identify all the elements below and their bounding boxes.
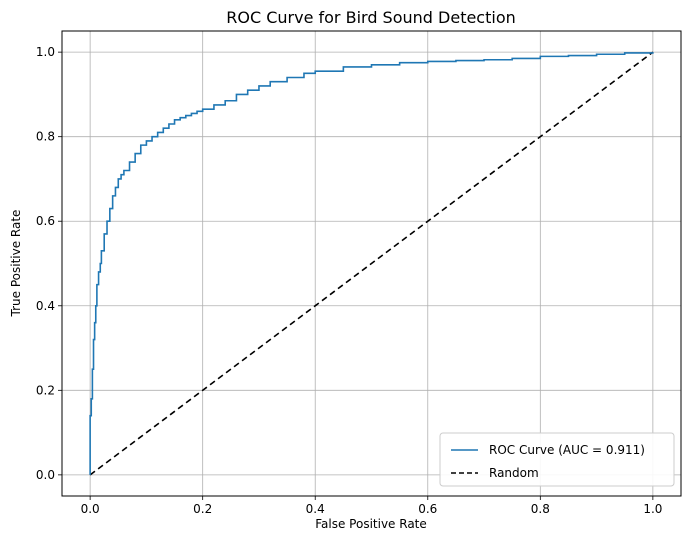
chart-title: ROC Curve for Bird Sound Detection: [226, 8, 516, 27]
x-tick-label: 0.8: [531, 502, 550, 516]
y-axis-ticks: 0.0 0.2 0.4 0.6 0.8 1.0: [36, 45, 62, 482]
legend-box: [439, 432, 675, 487]
plot-frame: [61, 30, 682, 497]
x-tick-label: 0.4: [306, 502, 325, 516]
y-tick-label: 0.8: [36, 130, 55, 144]
y-tick-label: 0.4: [36, 299, 55, 313]
grid: [62, 31, 681, 496]
y-tick-label: 1.0: [36, 45, 55, 59]
legend: ROC Curve (AUC = 0.911) Random: [439, 432, 675, 487]
x-tick-label: 0.0: [81, 502, 100, 516]
roc-curve-line: [89, 52, 654, 475]
y-tick-label: 0.2: [36, 383, 55, 397]
random-baseline-line: [89, 51, 654, 476]
x-tick-label: 0.2: [193, 502, 212, 516]
legend-roc-label: ROC Curve (AUC = 0.911): [489, 443, 645, 457]
y-axis-label: True Positive Rate: [9, 210, 23, 318]
x-tick-label: 1.0: [643, 502, 662, 516]
y-tick-label: 0.0: [36, 468, 55, 482]
legend-random-label: Random: [489, 466, 539, 480]
x-axis-ticks: 0.0 0.2 0.4 0.6 0.8 1.0: [81, 496, 662, 516]
x-axis-label: False Positive Rate: [315, 517, 427, 531]
x-tick-label: 0.6: [418, 502, 437, 516]
y-tick-label: 0.6: [36, 214, 55, 228]
series-layer: [89, 51, 654, 476]
